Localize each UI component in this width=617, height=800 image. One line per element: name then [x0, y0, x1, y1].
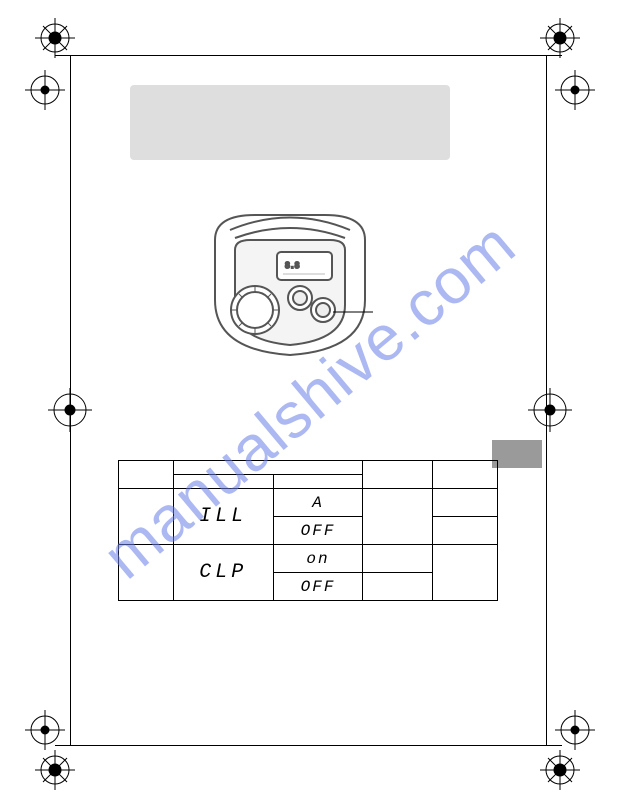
setting-option: A [273, 489, 363, 517]
regmark-icon [530, 740, 590, 800]
setting-option: OFF [273, 517, 363, 545]
setting-option: OFF [273, 573, 363, 601]
regmark-icon [40, 380, 100, 440]
setting-option: on [273, 545, 363, 573]
setting-label: ILL [173, 489, 273, 545]
regmark-icon [25, 740, 85, 800]
regmark-icon [25, 60, 85, 120]
frame-bottom [55, 745, 562, 746]
regmark-icon [545, 60, 605, 120]
device-illustration: 8.8 [205, 210, 375, 360]
frame-top [55, 55, 562, 56]
banner [130, 85, 450, 160]
side-tab [492, 440, 542, 468]
settings-table: ILL A OFF CLP on OFF [118, 460, 498, 601]
page: 8.8 [0, 0, 617, 800]
regmark-icon [520, 380, 580, 440]
svg-text:8.8: 8.8 [285, 261, 300, 270]
setting-label: CLP [173, 545, 273, 601]
